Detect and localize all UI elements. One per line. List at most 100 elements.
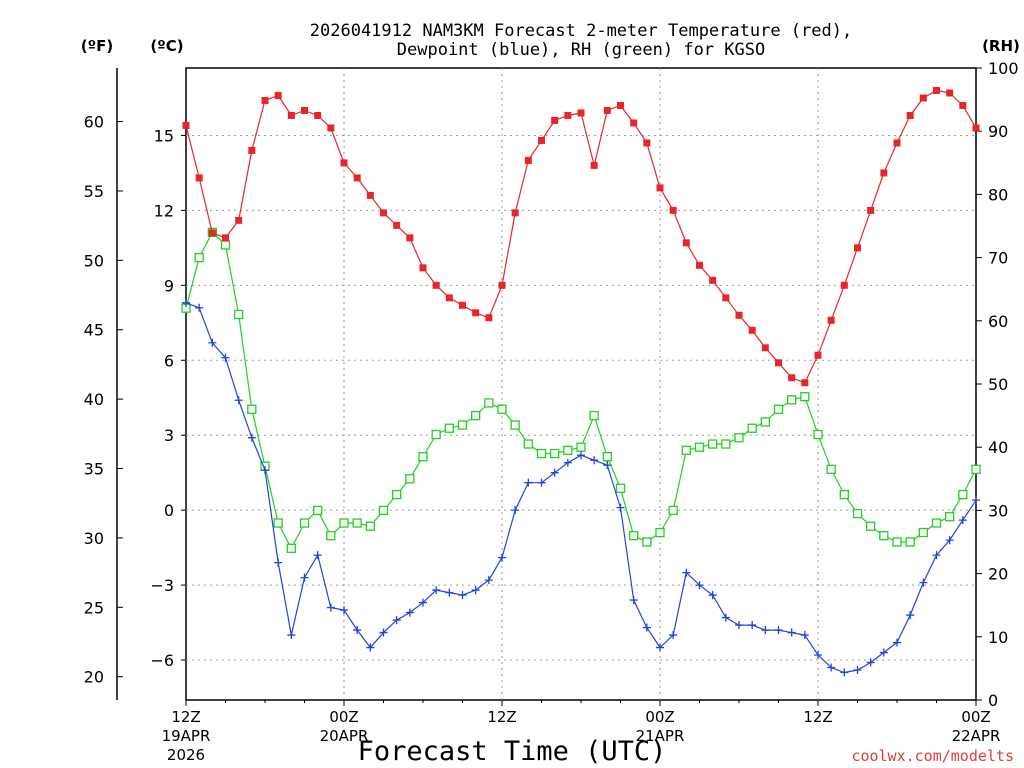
rh-point [484,398,494,408]
temperature-point [538,136,545,144]
series-dewpoint [182,298,980,677]
rh-point [405,474,415,484]
dewpoint-point [379,628,388,637]
temperature-point [827,316,835,324]
dewpoint-point [945,536,954,545]
temperature-point [511,209,519,217]
rh-point [879,531,889,541]
x-tick-year: 2026 [167,746,205,764]
x-tick-date: 22APR [952,727,1001,745]
temperature-point [893,139,901,147]
rh-tick-label: 80 [988,185,1008,204]
grid [186,68,976,700]
dewpoint-point [695,581,704,590]
fahrenheit-tick-label: 55 [84,182,104,201]
rh-point [866,521,876,531]
rh-point [339,518,349,528]
dewpoint-point [326,603,335,612]
dewpoint-point [432,586,441,595]
temperature-point [498,281,506,289]
rh-point [852,508,863,519]
rh-point [576,442,586,452]
celsius-tick-label: −3 [150,576,174,595]
rh-point [787,395,797,405]
x-tick-label: 12Z [803,708,832,726]
temperature-point [840,281,848,289]
dewpoint-line [185,302,977,674]
dewpoint-point [866,658,875,667]
rh-tick-label: 70 [988,249,1008,268]
dewpoint-point [879,648,888,657]
rh-point [536,448,547,459]
rh-point [273,518,283,528]
rh-point [839,489,849,500]
temperature-point [643,139,651,147]
celsius-tick-label: 15 [154,126,174,145]
dewpoint-point [814,651,822,660]
temperature-point [682,239,690,247]
dewpoint-point [182,298,190,307]
rh-point [905,537,915,547]
plot-frame [185,67,977,701]
dewpoint-point [603,461,612,470]
rh-tick-label: 0 [988,691,998,710]
rh-point [352,518,362,528]
rh-tick-label: 30 [988,501,1008,520]
rh-tick-label: 10 [988,628,1008,647]
rh-point [365,521,375,531]
dewpoint-point [656,643,664,652]
rh-point [826,464,836,474]
celsius-tick-label: 6 [164,351,174,370]
dewpoint-point [577,451,585,460]
rh-point [629,531,639,541]
dewpoint-point [340,606,348,615]
dewpoint-point [840,668,849,677]
dewpoint-point [524,478,533,487]
rh-point [563,445,573,456]
dewpoint-point [550,468,559,477]
temperature-point [590,161,598,169]
rh-line [185,231,977,550]
rh-point [378,505,389,516]
temperature-point [353,174,361,182]
temperature-point [735,311,743,319]
x-tick-date: 21APR [636,727,685,745]
rh-point [550,448,560,459]
dewpoint-point [629,596,638,605]
temperature-point [485,314,493,322]
rh-point [444,423,454,433]
dewpoint-point [616,503,625,512]
rh-point [734,433,744,443]
x-tick-label: 00Z [645,708,674,726]
rh-point [668,505,678,516]
dewpoint-point [932,551,941,560]
temperature-point [696,261,703,269]
dewpoint-point [853,666,862,675]
rh-point [194,252,204,263]
dewpoint-point [221,353,230,362]
temperature-point [208,229,216,237]
rh-point [892,537,902,547]
fahrenheit-tick-label: 25 [84,598,104,617]
dewpoint-point [405,608,414,617]
fahrenheit-tick-label: 35 [84,460,104,479]
rh-point [392,489,402,500]
rh-point [431,429,441,440]
temperature-point [801,379,809,387]
dewpoint-point [458,591,467,600]
temperature-point [551,116,559,124]
rh-tick-label: 60 [988,312,1008,331]
temperature-point [472,309,480,317]
celsius-tick-label: 3 [164,426,174,445]
rh-point [497,404,507,414]
x-axis-title: Forecast Time (UTC) [358,736,667,767]
rh-point [694,442,705,452]
rh-point [234,309,244,320]
dewpoint-point [484,576,493,585]
dewpoint-point [419,598,427,607]
temperature-point [195,174,203,182]
temperature-point [235,216,243,224]
x-tick-label: 12Z [171,708,200,726]
rh-point [813,429,823,440]
dewpoint-point [787,628,796,637]
